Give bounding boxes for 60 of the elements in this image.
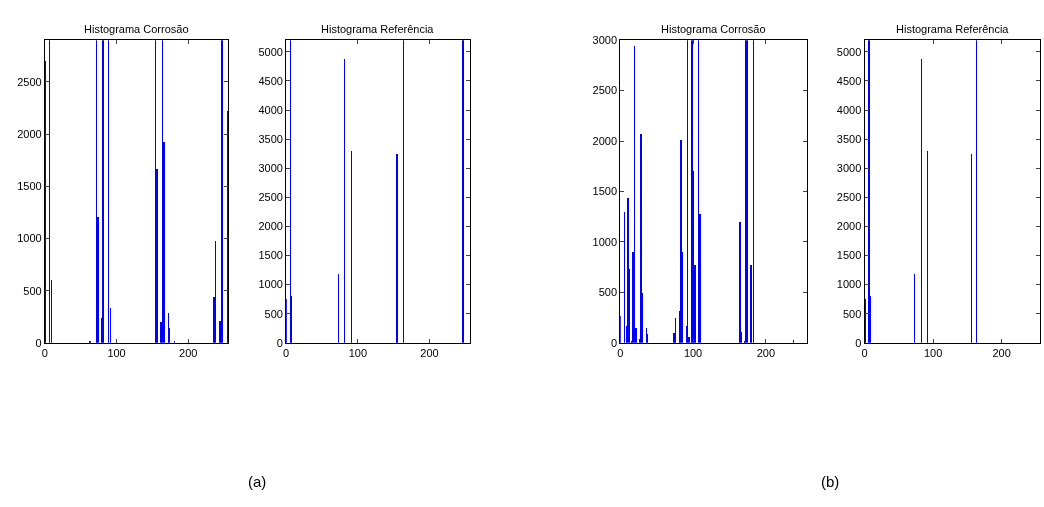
x-tick-label: 200: [179, 347, 198, 360]
y-tick-label: 2000: [17, 127, 42, 140]
y-tick-label: 2000: [836, 220, 862, 233]
x-tick-label: 100: [923, 347, 943, 360]
bar: [101, 40, 104, 343]
y-tick-label: 4500: [258, 74, 283, 87]
y-tick-label: 3500: [836, 132, 862, 145]
y-tick-label: 1000: [258, 278, 283, 291]
y-tick-label: 1500: [836, 249, 862, 262]
y-tick-label: 1500: [17, 180, 42, 193]
y-tick-label: 1000: [592, 235, 618, 248]
bar: [680, 140, 683, 343]
y-tick-label: 1500: [592, 185, 618, 198]
y-tick-label: 3000: [836, 162, 862, 175]
bar: [640, 134, 643, 343]
text: (b): [821, 473, 840, 490]
y-tick-label: 2500: [836, 191, 862, 204]
x-tick-label: 100: [348, 347, 368, 360]
chart-title: Histograma Corrosão: [661, 23, 766, 35]
y-tick-label: 500: [264, 307, 283, 320]
x-tick-label: 200: [756, 347, 776, 360]
bar: [462, 40, 465, 343]
y-tick-label: 2500: [258, 191, 283, 204]
y-tick-label: 5000: [258, 45, 283, 58]
bar: [44, 61, 46, 343]
y-tick-label: 2500: [17, 75, 42, 88]
x-tick-label: 100: [107, 347, 126, 360]
bar: [867, 40, 870, 343]
chart-title: Histograma Referência: [896, 23, 1010, 35]
x-tick-label: 200: [420, 347, 439, 360]
y-tick-label: 2000: [592, 134, 618, 147]
y-tick-label: 0: [855, 336, 862, 349]
chart-title: Histograma Corrosão: [84, 23, 189, 35]
y-tick-label: 3500: [258, 132, 283, 145]
y-tick-label: 1000: [17, 232, 42, 245]
y-tick-label: 2000: [258, 220, 283, 233]
y-tick-label: 4000: [836, 103, 862, 116]
y-tick-label: 4000: [258, 103, 283, 116]
chart-title: Histograma Referência: [321, 23, 435, 35]
y-tick-label: 0: [35, 336, 42, 349]
y-tick-label: 500: [598, 286, 618, 299]
y-tick-label: 4500: [836, 74, 862, 87]
y-tick-label: 500: [23, 284, 42, 297]
x-tick-label: 100: [683, 347, 703, 360]
y-tick-label: 3000: [258, 162, 283, 175]
bar: [627, 198, 630, 343]
y-tick-label: 500: [842, 307, 862, 320]
bar: [396, 154, 399, 343]
bar: [739, 222, 742, 343]
text: (a): [248, 473, 267, 490]
y-tick-label: 3000: [592, 34, 618, 47]
bar: [864, 299, 866, 343]
y-tick-label: 5000: [836, 45, 862, 58]
bar: [220, 40, 223, 343]
y-tick-label: 1500: [258, 249, 283, 262]
y-tick-label: 2500: [592, 84, 618, 97]
y-tick-label: 1000: [836, 278, 862, 291]
y-tick-label: 0: [610, 336, 618, 349]
x-tick-label: 200: [992, 347, 1011, 360]
y-tick-label: 0: [276, 336, 283, 349]
